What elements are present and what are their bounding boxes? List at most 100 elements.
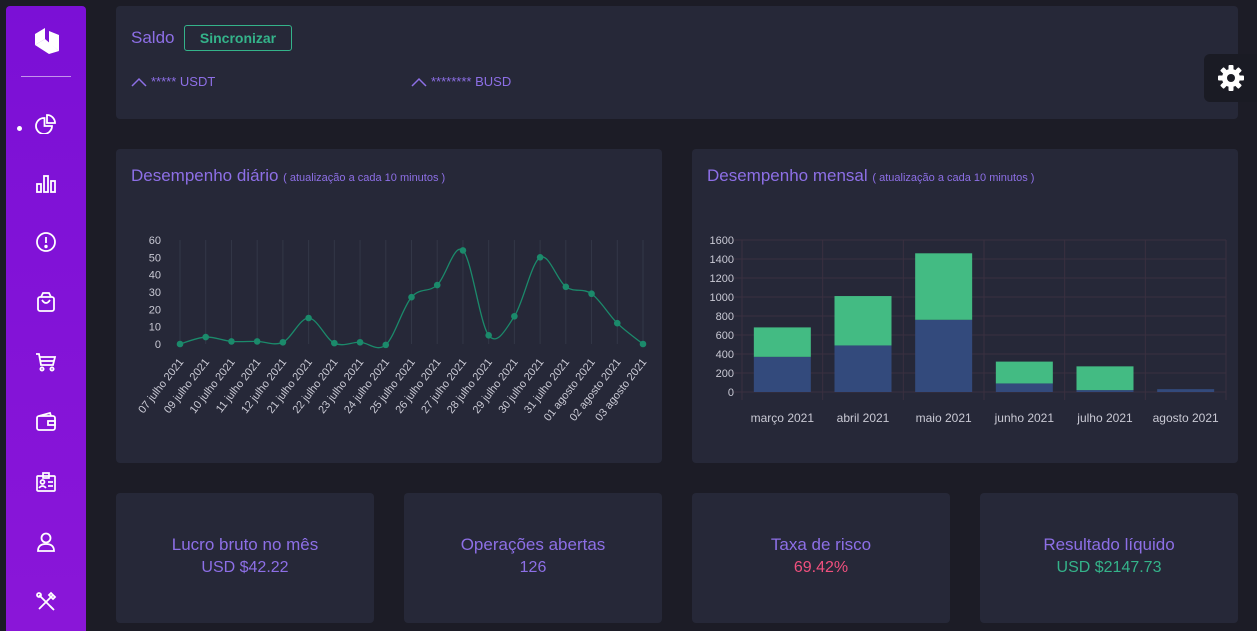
x-tick-label: maio 2021: [916, 411, 972, 425]
daily-title-text: Desempenho diário: [131, 166, 279, 185]
alert-circle-icon: [36, 232, 56, 252]
y-tick-label: 600: [716, 330, 734, 342]
data-point: [331, 339, 338, 347]
data-point: [279, 338, 287, 346]
chevron-up-icon: [411, 77, 427, 87]
sync-button[interactable]: Sincronizar: [184, 25, 292, 51]
bar-segment: [1076, 366, 1134, 391]
x-tick-label: julho 2021: [1076, 411, 1133, 425]
y-tick-label: 1000: [710, 292, 734, 304]
id-card-icon: [36, 472, 56, 492]
y-tick-label: 1200: [710, 273, 734, 285]
sidebar-item-tools[interactable]: [33, 589, 59, 615]
user-icon: [37, 532, 55, 552]
daily-update-note: ( atualização a cada 10 minutos ): [283, 172, 446, 184]
stat-card-open-operations: Operações abertas 126: [404, 493, 662, 623]
data-point: [485, 332, 492, 339]
data-point: [511, 312, 518, 320]
monthly-performance-card: Desempenho mensal ( atualização a cada 1…: [692, 149, 1238, 463]
balance-usdt-value: ***** USDT: [151, 74, 216, 89]
data-point: [433, 281, 441, 289]
stat-value: USD $42.22: [201, 559, 289, 576]
y-tick-label: 10: [149, 322, 161, 334]
gear-icon: [1217, 65, 1244, 91]
bar-segment: [995, 383, 1053, 392]
y-tick-label: 1400: [710, 254, 734, 266]
shopping-bag-icon: [37, 292, 55, 312]
sidebar-item-wallet[interactable]: [33, 409, 59, 435]
stat-value: 69.42%: [793, 559, 849, 576]
y-tick-label: 400: [716, 349, 734, 361]
x-tick-label: abril 2021: [837, 411, 890, 425]
y-tick-label: 0: [728, 387, 734, 399]
active-indicator: [17, 126, 22, 131]
stat-label: Resultado líquido: [1043, 535, 1175, 554]
data-point: [228, 338, 235, 345]
stat-value: 126: [519, 559, 547, 576]
data-point: [536, 254, 544, 261]
stat-label: Taxa de risco: [770, 535, 872, 554]
stat-card-net-result: Resultado líquido USD $2147.73: [980, 493, 1238, 623]
tools-icon: [36, 591, 57, 611]
stat-card-gross-profit: Lucro bruto no mês USD $42.22: [116, 493, 374, 623]
sidebar-item-orders[interactable]: [33, 289, 59, 315]
x-tick-label: junho 2021: [994, 411, 1055, 425]
data-point: [588, 290, 595, 298]
sidebar-item-alerts[interactable]: [33, 229, 59, 255]
data-point: [613, 319, 621, 327]
sidebar-item-reports[interactable]: [33, 170, 59, 196]
bar-segment: [753, 327, 811, 357]
settings-button[interactable]: [1204, 54, 1257, 102]
balance-busd-value: ******** BUSD: [431, 74, 512, 89]
stat-label: Operações abertas: [460, 535, 606, 554]
sidebar-item-id-card[interactable]: [33, 469, 59, 495]
data-point: [253, 338, 261, 345]
bar-segment: [834, 345, 892, 392]
y-tick-label: 200: [716, 368, 734, 380]
wallet-icon: [36, 411, 56, 431]
data-point: [562, 283, 570, 291]
bar-segment: [1157, 389, 1215, 392]
y-tick-label: 0: [155, 339, 161, 351]
y-tick-label: 60: [149, 235, 161, 247]
sidebar-item-dashboard[interactable]: [33, 110, 59, 136]
balance-busd: ******** BUSD: [411, 74, 511, 89]
bar-segment: [753, 356, 811, 392]
data-point: [176, 340, 184, 348]
pie-chart-icon: [35, 114, 56, 134]
y-tick-label: 50: [149, 252, 161, 264]
y-tick-label: 800: [716, 311, 734, 323]
saldo-card: Saldo Sincronizar ***** USDT ******** BU…: [116, 6, 1238, 119]
bar-segment: [995, 361, 1053, 384]
balance-usdt: ***** USDT: [131, 74, 215, 89]
sidebar-item-cart[interactable]: [33, 349, 59, 375]
data-point: [459, 247, 467, 254]
sidebar: [6, 6, 86, 631]
monthly-update-note: ( atualização a cada 10 minutos ): [872, 172, 1035, 184]
data-point: [202, 333, 210, 341]
bar-segment: [834, 296, 892, 346]
y-tick-label: 30: [149, 287, 161, 299]
monthly-bar-chart: 0 200 400 600 800 1000 1200 1400 1600 março 2021 a…: [710, 235, 1227, 425]
monthly-chart-title: Desempenho mensal ( atualização a cada 1…: [707, 166, 1034, 186]
chevron-up-icon: [131, 77, 147, 87]
bar-segment: [915, 319, 973, 392]
daily-chart-title: Desempenho diário ( atualização a cada 1…: [131, 166, 445, 186]
data-point: [305, 314, 312, 322]
x-tick-label: março 2021: [751, 411, 815, 425]
bar-chart-icon: [36, 175, 56, 193]
brand-logo[interactable]: [32, 26, 62, 56]
bar-segment: [915, 253, 973, 320]
sidebar-item-profile[interactable]: [33, 529, 59, 555]
daily-performance-card: Desempenho diário ( atualização a cada 1…: [116, 149, 662, 463]
x-tick-label: agosto 2021: [1153, 411, 1219, 425]
sidebar-divider: [21, 76, 71, 77]
bar-segment: [1076, 390, 1134, 392]
data-point: [639, 340, 647, 348]
stat-label: Lucro bruto no mês: [171, 535, 319, 554]
y-tick-label: 20: [149, 304, 161, 316]
stat-value: USD $2147.73: [1056, 559, 1162, 576]
y-tick-label: 1600: [710, 235, 734, 247]
data-point: [382, 341, 390, 349]
